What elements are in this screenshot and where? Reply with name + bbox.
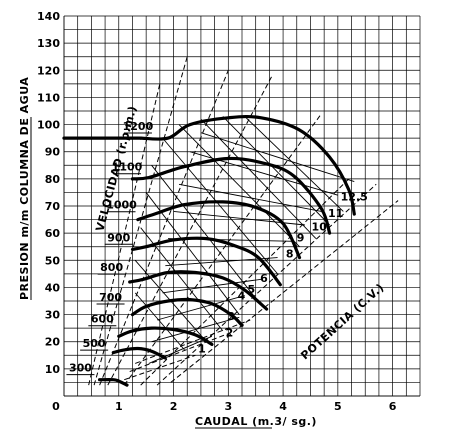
speed-curve-1100 <box>130 156 332 235</box>
power-line <box>178 124 300 248</box>
x-tick-label: 3 <box>224 400 232 413</box>
power-label-5: 5 <box>247 283 255 296</box>
speed-label-900: 900 <box>107 231 130 244</box>
speed-curve-900 <box>130 236 282 287</box>
speed-label-500: 500 <box>83 337 106 350</box>
speed-curve-800 <box>128 270 269 311</box>
y-tick-label: 60 <box>45 227 61 240</box>
power-line <box>162 137 278 275</box>
x-tick-label: 5 <box>334 400 342 413</box>
y-tick-label: 50 <box>45 254 61 267</box>
speed-label-1200: 1200 <box>123 120 154 133</box>
y-tick-label: 110 <box>37 91 60 104</box>
speed-curve-500 <box>111 346 167 360</box>
efficiency-ray <box>156 183 377 386</box>
grid <box>63 15 421 397</box>
x-tick-label: 1 <box>115 400 123 413</box>
speed-curve-1000 <box>136 200 302 260</box>
speed-curve-300 <box>98 378 129 387</box>
speed-curve-700 <box>130 297 244 327</box>
y-tick-label: 130 <box>37 37 60 50</box>
power-label-4: 4 <box>238 290 246 303</box>
speed-curve-600 <box>117 326 214 346</box>
y-tick-label: 70 <box>45 200 61 213</box>
y-axis-title: PRESION m/m COLUMNA DE AGUA <box>18 77 31 300</box>
y-tick-label: 20 <box>45 336 61 349</box>
power-label-2: 2 <box>226 326 234 339</box>
speed-label-1000: 1000 <box>106 199 137 212</box>
power-line <box>178 183 322 212</box>
power-line <box>148 335 213 364</box>
y-tick-label: 30 <box>45 309 61 322</box>
efficiency-ray <box>124 354 196 381</box>
power-label-11: 11 <box>328 207 343 220</box>
y-tick-label: 80 <box>45 173 61 186</box>
power-label-1: 1 <box>198 343 206 356</box>
power-label-10: 10 <box>312 220 328 233</box>
efficiency-ray <box>88 83 161 386</box>
y-tick-label: 40 <box>45 281 61 294</box>
x-tick-label: 4 <box>279 400 287 413</box>
efficiency-dashed-lines <box>88 56 399 386</box>
speed-label-300: 300 <box>69 362 92 375</box>
power-line <box>200 118 317 239</box>
speed-curves <box>62 114 356 387</box>
y-tick-label: 10 <box>45 363 61 376</box>
power-label-9: 9 <box>297 231 305 244</box>
power-label-8: 8 <box>286 248 294 261</box>
efficiency-ray <box>129 333 229 373</box>
x-axis-title: CAUDAL (m.3/ sg.) <box>195 415 317 428</box>
speed-curve-1200 <box>139 114 356 216</box>
power-line <box>156 295 245 321</box>
y-tick-label: 90 <box>45 146 61 159</box>
speed-label-700: 700 <box>99 291 122 304</box>
x-tick-label: 2 <box>170 400 178 413</box>
power-line <box>222 116 330 226</box>
x-tick-label: 6 <box>389 400 397 413</box>
efficiency-ray <box>93 56 188 386</box>
x-tick-label: 0 <box>52 400 60 413</box>
speed-label-600: 600 <box>91 313 114 326</box>
speed-labels: 300 500 600 700 800 900 1000 1100 1200 <box>66 120 154 376</box>
efficiency-ray <box>135 319 251 364</box>
power-line <box>151 165 257 299</box>
x-tick-labels: 0 1 2 3 4 5 6 <box>52 400 397 413</box>
efficiency-ray <box>99 70 229 386</box>
speed-label-800: 800 <box>100 261 123 274</box>
y-tick-labels: 10 20 30 40 50 60 70 80 90 100 110 120 130 140 <box>37 10 60 376</box>
power-label-12.5: 12.5 <box>341 191 368 204</box>
power-line <box>244 116 344 212</box>
speed-label-1100: 1100 <box>112 161 143 174</box>
efficiency-ray <box>170 200 399 383</box>
y-tick-label: 100 <box>37 119 60 132</box>
y-tick-label: 140 <box>37 10 60 23</box>
power-line <box>134 292 185 351</box>
power-label-3: 3 <box>227 310 235 323</box>
efficiency-ray <box>140 178 350 386</box>
y-tick-label: 120 <box>37 64 60 77</box>
power-label-6: 6 <box>260 272 268 285</box>
power-axis-title: POTENCIA (C.V.) <box>298 281 386 362</box>
efficiency-ray <box>107 75 273 386</box>
power-line <box>200 132 355 183</box>
